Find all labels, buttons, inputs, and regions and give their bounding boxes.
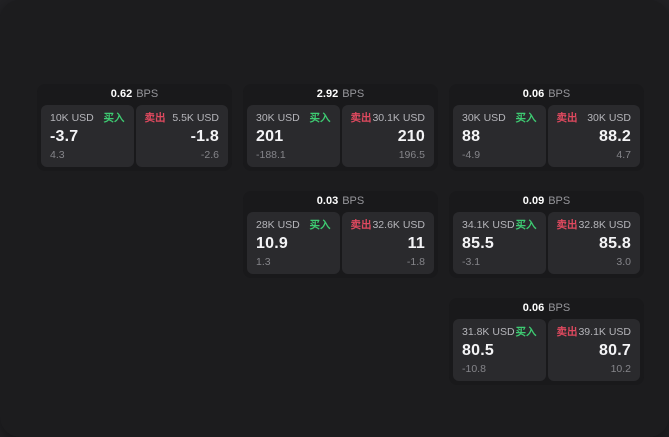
buy-amount: 34.1K USD: [462, 219, 515, 231]
spread-value: 0.03: [316, 195, 339, 207]
sell-sub-value: 196.5: [398, 149, 425, 161]
sell-side-label: 卖出: [144, 112, 166, 124]
buy-amount: 28K USD: [256, 219, 300, 231]
bps-unit-label: BPS: [136, 88, 159, 100]
sell-quote-tile[interactable]: 卖出 30.1K USD 210 196.5: [341, 105, 434, 167]
sell-quote-tile[interactable]: 卖出 5.5K USD -1.8 -2.6: [135, 105, 228, 167]
sell-side-label: 卖出: [350, 112, 372, 124]
buy-sub-value: -4.9: [462, 149, 481, 161]
sell-amount: 32.6K USD: [372, 219, 425, 231]
sell-quote-tile[interactable]: 卖出 32.6K USD 11 -1.8: [341, 212, 434, 274]
buy-quote-tile[interactable]: 30K USD 买入 88 -4.9: [453, 105, 546, 167]
spread-value: 2.92: [316, 88, 339, 100]
buy-price: -3.7: [50, 128, 79, 145]
bps-unit-label: BPS: [342, 88, 365, 100]
buy-quote-tile[interactable]: 30K USD 买入 201 -188.1: [247, 105, 340, 167]
buy-quote-tile[interactable]: 34.1K USD 买入 85.5 -3.1: [453, 212, 546, 274]
sell-price: -1.8: [190, 128, 219, 145]
sell-quote-tile[interactable]: 卖出 32.8K USD 85.8 3.0: [547, 212, 640, 274]
sell-amount: 30.1K USD: [372, 112, 425, 124]
buy-quote-tile[interactable]: 28K USD 买入 10.9 1.3: [247, 212, 340, 274]
buy-side-label: 买入: [309, 219, 331, 231]
spread-header: 0.62 BPS: [37, 84, 232, 105]
buy-sub-value: -3.1: [462, 256, 481, 268]
quote-card: 0.09 BPS 34.1K USD 买入 85.5 -3.1 卖出 32.8K…: [449, 191, 644, 278]
bps-unit-label: BPS: [548, 195, 571, 207]
quote-card: 2.92 BPS 30K USD 买入 201 -188.1 卖出 30.1K …: [243, 84, 438, 171]
buy-amount: 10K USD: [50, 112, 94, 124]
buy-amount: 30K USD: [256, 112, 300, 124]
sell-amount: 30K USD: [587, 112, 631, 124]
sell-side-label: 卖出: [556, 112, 578, 124]
bps-unit-label: BPS: [548, 302, 571, 314]
sell-price: 11: [407, 235, 425, 252]
buy-amount: 30K USD: [462, 112, 506, 124]
spread-header: 0.06 BPS: [449, 84, 644, 105]
sell-amount: 5.5K USD: [172, 112, 219, 124]
spread-value: 0.62: [110, 88, 133, 100]
buy-price: 88: [462, 128, 481, 145]
buy-side-label: 买入: [309, 112, 331, 124]
sell-side-label: 卖出: [350, 219, 372, 231]
buy-sub-value: -10.8: [462, 363, 486, 375]
quote-card: 0.03 BPS 28K USD 买入 10.9 1.3 卖出 32.6K US…: [243, 191, 438, 278]
buy-side-label: 买入: [515, 112, 537, 124]
sell-price: 210: [397, 128, 425, 145]
sell-price: 88.2: [599, 128, 631, 145]
buy-price: 80.5: [462, 342, 494, 359]
sell-price: 85.8: [599, 235, 631, 252]
sell-side-label: 卖出: [556, 219, 578, 231]
sell-sub-value: 10.2: [610, 363, 631, 375]
buy-side-label: 买入: [103, 112, 125, 124]
quote-card: 0.62 BPS 10K USD 买入 -3.7 4.3 卖出 5.5K USD: [37, 84, 232, 171]
spread-header: 0.09 BPS: [449, 191, 644, 212]
sell-sub-value: 4.7: [616, 149, 631, 161]
bps-unit-label: BPS: [548, 88, 571, 100]
sell-amount: 39.1K USD: [578, 326, 631, 338]
sell-sub-value: -2.6: [200, 149, 219, 161]
buy-amount: 31.8K USD: [462, 326, 515, 338]
buy-price: 85.5: [462, 235, 494, 252]
buy-price: 201: [256, 128, 284, 145]
buy-sub-value: -188.1: [256, 149, 286, 161]
bps-unit-label: BPS: [342, 195, 365, 207]
sell-quote-tile[interactable]: 卖出 39.1K USD 80.7 10.2: [547, 319, 640, 381]
sell-sub-value: -1.8: [406, 256, 425, 268]
quote-card: 0.06 BPS 30K USD 买入 88 -4.9 卖出 30K USD: [449, 84, 644, 171]
buy-sub-value: 1.3: [256, 256, 271, 268]
spread-value: 0.09: [522, 195, 545, 207]
sell-quote-tile[interactable]: 卖出 30K USD 88.2 4.7: [547, 105, 640, 167]
spread-header: 0.06 BPS: [449, 298, 644, 319]
sell-sub-value: 3.0: [616, 256, 631, 268]
buy-quote-tile[interactable]: 31.8K USD 买入 80.5 -10.8: [453, 319, 546, 381]
spread-value: 0.06: [522, 88, 545, 100]
quote-card-grid: 0.62 BPS 10K USD 买入 -3.7 4.3 卖出 5.5K USD: [37, 84, 644, 385]
buy-quote-tile[interactable]: 10K USD 买入 -3.7 4.3: [41, 105, 134, 167]
sell-amount: 32.8K USD: [578, 219, 631, 231]
sell-side-label: 卖出: [556, 326, 578, 338]
spread-value: 0.06: [522, 302, 545, 314]
buy-side-label: 买入: [515, 219, 537, 231]
buy-sub-value: 4.3: [50, 149, 65, 161]
quote-card: 0.06 BPS 31.8K USD 买入 80.5 -10.8 卖出 39.1…: [449, 298, 644, 385]
spread-header: 2.92 BPS: [243, 84, 438, 105]
spread-header: 0.03 BPS: [243, 191, 438, 212]
buy-side-label: 买入: [515, 326, 537, 338]
buy-price: 10.9: [256, 235, 288, 252]
sell-price: 80.7: [599, 342, 631, 359]
